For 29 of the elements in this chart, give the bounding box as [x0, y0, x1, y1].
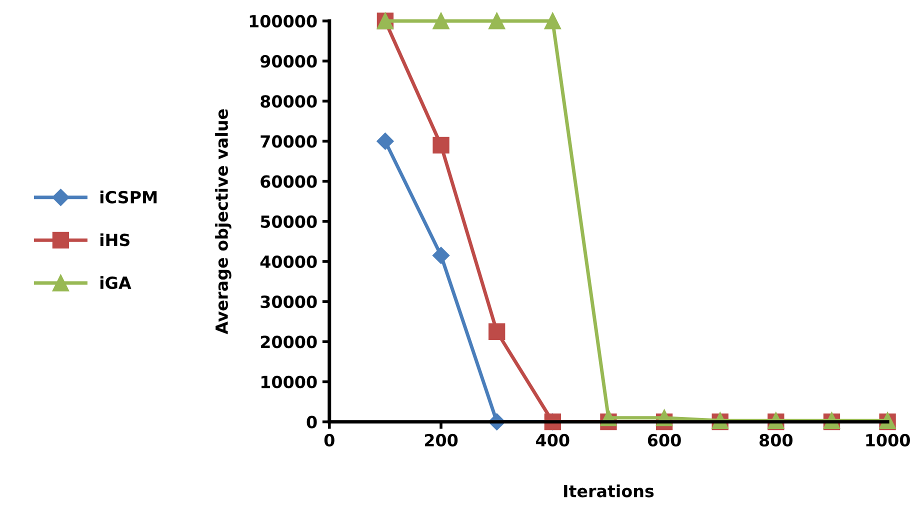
x-tick-label: 600 — [648, 434, 681, 447]
y-tick-label: 50000 — [260, 215, 317, 228]
x-tick-label: 400 — [536, 434, 570, 447]
x-tick-label: 1000 — [866, 434, 910, 447]
point — [544, 12, 561, 30]
y-tick-label: 80000 — [260, 95, 317, 108]
legend-label: iGA — [100, 276, 132, 290]
y-tick-label: 20000 — [260, 336, 317, 348]
y-tick-label: 10000 — [261, 376, 317, 388]
point — [432, 246, 450, 264]
y-tick-label: 30000 — [260, 296, 317, 308]
legend-label: iCSPM — [100, 190, 157, 204]
y-axis-title: Average objective value — [215, 109, 232, 334]
x-axis-title: Iterations — [564, 484, 654, 498]
x-tick-label: 200 — [424, 434, 458, 447]
y-tick-label: 100000 — [250, 14, 317, 28]
y-tick-label: 0 — [306, 416, 317, 428]
point — [376, 132, 394, 150]
legend-label: iHS — [100, 233, 130, 246]
y-tick-label: 40000 — [260, 255, 317, 268]
x-tick-label: 800 — [760, 434, 793, 447]
y-tick-label: 70000 — [260, 135, 317, 148]
point — [432, 12, 450, 30]
y-tick-label: 60000 — [260, 175, 317, 188]
point — [432, 136, 450, 154]
point — [488, 323, 506, 340]
x-tick-label: 0 — [324, 434, 334, 447]
y-tick-label: 90000 — [260, 55, 317, 68]
point — [488, 12, 506, 30]
